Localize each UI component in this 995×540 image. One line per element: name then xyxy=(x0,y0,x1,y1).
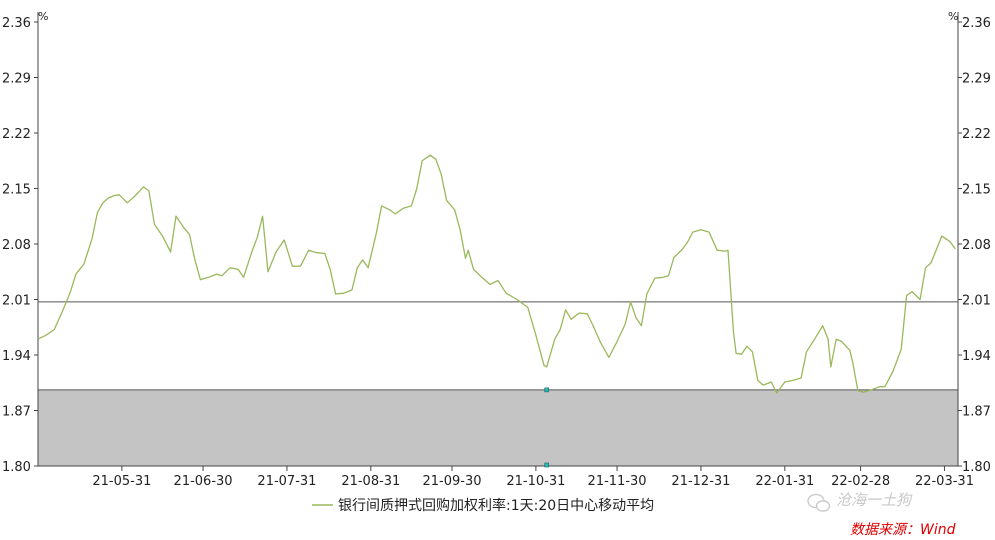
y-tick-label-right: 2.08 xyxy=(962,238,991,253)
x-tick-label: 21-06-30 xyxy=(174,474,233,489)
y-tick-label-left: 2.08 xyxy=(2,238,31,253)
y-tick-label-right: 1.87 xyxy=(962,405,991,420)
y-tick-label-left: 2.22 xyxy=(2,127,31,142)
x-tick-label: 21-09-30 xyxy=(422,474,481,489)
band-top-handle[interactable] xyxy=(544,387,550,393)
y-unit-left: % xyxy=(38,10,48,23)
shaded-band-layer xyxy=(37,389,959,467)
y-tick-label-right: 2.29 xyxy=(962,72,991,87)
x-tick-label: 22-03-31 xyxy=(915,474,974,489)
y-unit-right: % xyxy=(948,10,958,23)
y-tick-label-left: 2.29 xyxy=(2,72,31,87)
band-bottom-handle[interactable] xyxy=(544,462,550,468)
axis-frame xyxy=(37,12,959,467)
series-line xyxy=(37,154,956,394)
x-tick-label: 21-10-31 xyxy=(506,474,565,489)
y-tick-label-right: 1.80 xyxy=(962,460,991,475)
y-tick-labels: 2.36 2.36 2.29 2.29 2.22 2.22 2.15 2.15 2.08 2.08… xyxy=(2,16,991,475)
watermark-label: 沧海一土狗 xyxy=(836,491,913,509)
legend[interactable]: 银行间质押式回购加权利率:1天:20日中心移动平均 xyxy=(312,497,654,514)
x-tick-label: 22-01-31 xyxy=(755,474,814,489)
shaded-band xyxy=(37,389,959,467)
y-tick-label-left: 1.80 xyxy=(2,460,31,475)
y-tick-label-left: 2.15 xyxy=(2,183,31,198)
x-tick-label: 21-07-31 xyxy=(257,474,316,489)
y-tick-label-right: 2.22 xyxy=(962,127,991,142)
data-source-label: 数据来源：Wind xyxy=(850,522,956,538)
y-tick-label-right: 2.15 xyxy=(962,183,991,198)
y-tick-label-left: 2.36 xyxy=(2,16,31,31)
y-tick-label-right: 1.94 xyxy=(962,349,991,364)
y-tick-label-left: 2.01 xyxy=(2,294,31,309)
x-tick-label: 21-05-31 xyxy=(92,474,151,489)
band-marker-layer[interactable] xyxy=(544,387,550,468)
x-tick-labels: 21-05-31 21-06-30 21-07-31 21-08-31 21-09-30… xyxy=(92,466,974,489)
legend-label: 银行间质押式回购加权利率:1天:20日中心移动平均 xyxy=(338,497,654,514)
x-tick-label: 21-12-31 xyxy=(671,474,730,489)
wechat-icon xyxy=(807,493,831,512)
x-tick-label: 21-08-31 xyxy=(341,474,400,489)
y-tick-label-right: 2.01 xyxy=(962,294,991,309)
y-tick-label-right: 2.36 xyxy=(962,16,991,31)
y-tick-label-left: 1.87 xyxy=(2,405,31,420)
x-tick-label: 22-02-28 xyxy=(831,474,890,489)
x-tick-label: 21-11-30 xyxy=(588,474,647,489)
watermark: 沧海一土狗 xyxy=(807,491,913,512)
y-tick-label-left: 1.94 xyxy=(2,349,31,364)
series-layer xyxy=(37,154,956,394)
